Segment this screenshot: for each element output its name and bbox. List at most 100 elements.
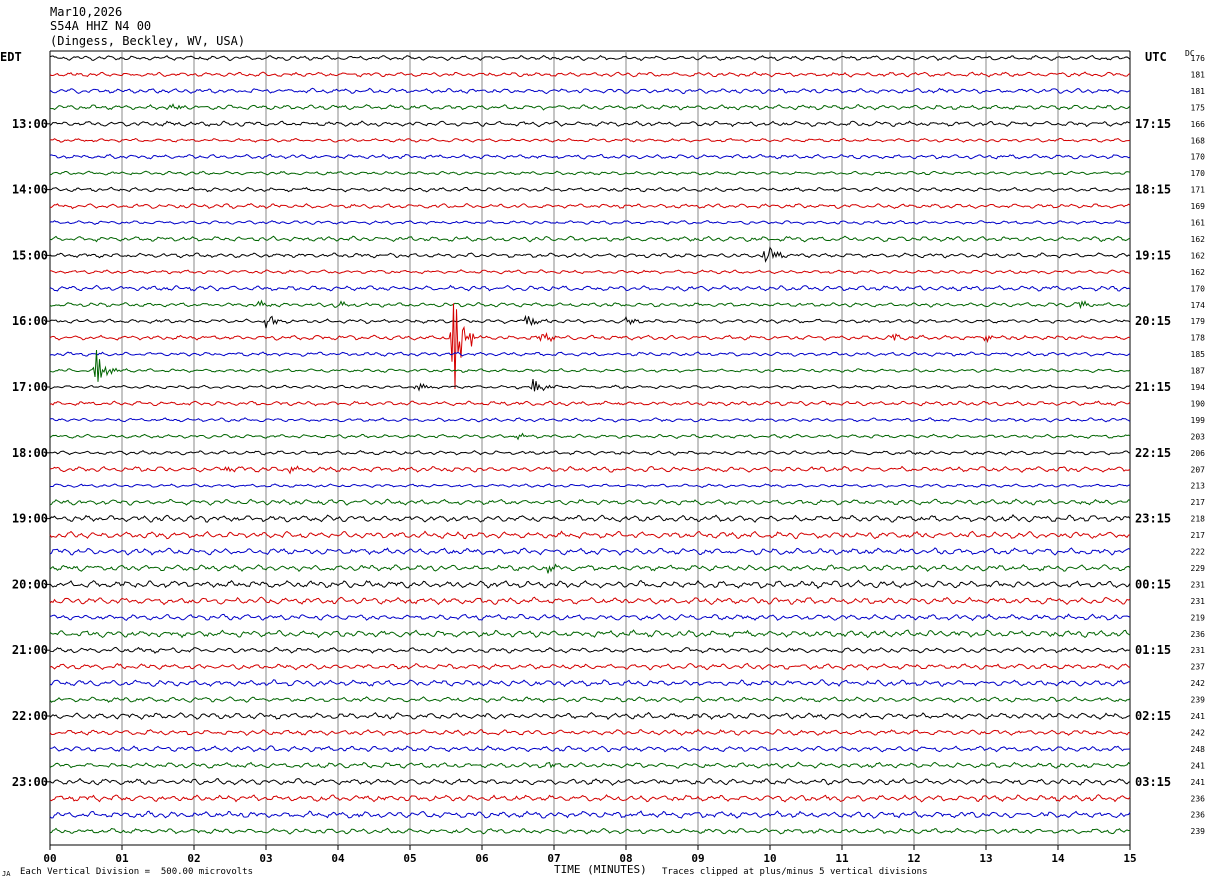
x-tick-label: 11 — [835, 852, 849, 865]
dc-offset-label: 218 — [1191, 515, 1206, 524]
trace-row-13 — [49, 269, 1131, 275]
trace-row-21 — [49, 400, 1131, 407]
utc-hour-label: 19:15 — [1135, 248, 1171, 262]
x-tick-label: 09 — [691, 852, 704, 865]
utc-hour-label: 02:15 — [1135, 709, 1171, 723]
trace-row-26 — [49, 483, 1131, 489]
trace-row-0 — [49, 54, 1131, 62]
dc-offset-label: 242 — [1191, 679, 1206, 688]
edt-hour-label: 13:00 — [12, 117, 48, 131]
utc-hour-label: 22:15 — [1135, 446, 1171, 460]
dc-offset-label: 231 — [1191, 646, 1206, 655]
dc-offset-label: 190 — [1191, 399, 1206, 408]
dc-offset-label: 236 — [1191, 630, 1206, 639]
dc-offset-label: 171 — [1191, 186, 1206, 195]
dc-offset-label: 175 — [1191, 103, 1206, 112]
dc-offset-label: 181 — [1191, 87, 1206, 96]
dc-offset-label: 213 — [1191, 482, 1206, 491]
trace-row-20 — [49, 378, 1131, 392]
x-tick-label: 04 — [331, 852, 345, 865]
dc-offset-label: 162 — [1191, 268, 1206, 277]
trace-row-43 — [49, 761, 1131, 769]
dc-offset-label: 161 — [1191, 219, 1206, 228]
trace-row-24 — [49, 449, 1131, 456]
clip-note: Traces clipped at plus/minus 5 vertical … — [662, 867, 928, 877]
edt-hour-label: 22:00 — [12, 709, 48, 723]
x-tick-label: 02 — [187, 852, 200, 865]
trace-row-25 — [49, 465, 1131, 475]
trace-row-3 — [49, 103, 1131, 111]
right-timezone-label: UTC — [1145, 50, 1167, 64]
dc-offset-label: 207 — [1191, 465, 1206, 474]
trace-row-38 — [49, 679, 1131, 688]
dc-offset-label: 176 — [1191, 54, 1206, 63]
dc-offset-label: 179 — [1191, 317, 1206, 326]
trace-row-42 — [49, 745, 1131, 753]
utc-hour-label: 21:15 — [1135, 380, 1171, 394]
dc-offset-label: 170 — [1191, 169, 1206, 178]
trace-row-33 — [49, 596, 1131, 606]
edt-hour-label: 23:00 — [12, 775, 48, 789]
trace-row-11 — [49, 235, 1131, 243]
dc-offset-label: 239 — [1191, 696, 1206, 705]
header-station: S54A HHZ N4 00 — [50, 19, 152, 33]
trace-row-8 — [49, 186, 1131, 193]
x-tick-label: 14 — [1051, 852, 1065, 865]
dc-offset-label: 203 — [1191, 432, 1206, 441]
trace-row-2 — [49, 87, 1131, 95]
dc-offset-label: 217 — [1191, 531, 1206, 540]
trace-row-37 — [49, 662, 1131, 671]
x-tick-label: 01 — [115, 852, 129, 865]
x-tick-label: 03 — [259, 852, 272, 865]
edt-hour-label: 20:00 — [12, 577, 48, 591]
dc-offset-label: 170 — [1191, 284, 1206, 293]
dc-offset-label: 248 — [1191, 745, 1206, 754]
scale-note: Each Vertical Division = 500.00 microvol… — [20, 867, 253, 877]
edt-hour-label: 14:00 — [12, 183, 48, 197]
x-tick-label: 15 — [1123, 852, 1136, 865]
header-location: (Dingess, Beckley, WV, USA) — [50, 34, 246, 48]
edt-hour-label: 19:00 — [12, 512, 48, 526]
trace-row-35 — [49, 629, 1131, 639]
trace-row-32 — [49, 579, 1131, 590]
trace-row-15 — [49, 299, 1131, 310]
x-tick-label: 07 — [547, 852, 560, 865]
dc-offset-label: 231 — [1191, 597, 1206, 606]
corner-mark: JA — [2, 870, 11, 878]
trace-row-7 — [49, 170, 1131, 176]
trace-row-29 — [49, 530, 1131, 540]
trace-row-14 — [49, 284, 1131, 292]
header-date: Mar10,2026 — [50, 5, 123, 19]
trace-row-45 — [49, 794, 1131, 803]
trace-row-27 — [49, 498, 1131, 506]
trace-row-19 — [49, 350, 1131, 382]
dc-offset-label: 237 — [1191, 663, 1206, 672]
trace-row-9 — [49, 202, 1131, 210]
trace-row-34 — [49, 613, 1131, 622]
trace-row-17 — [49, 303, 1131, 389]
dc-offset-label: 169 — [1191, 202, 1206, 211]
x-axis-title: TIME (MINUTES) — [554, 863, 647, 876]
dc-offset-label: 168 — [1191, 136, 1206, 145]
dc-offset-label: 231 — [1191, 580, 1206, 589]
dc-offset-label: 170 — [1191, 153, 1206, 162]
trace-row-22 — [49, 417, 1131, 423]
trace-row-46 — [49, 810, 1131, 819]
dc-label: DC — [1185, 49, 1195, 58]
dc-offset-label: 242 — [1191, 728, 1206, 737]
dc-offset-label: 219 — [1191, 613, 1206, 622]
trace-row-40 — [49, 711, 1131, 721]
dc-offset-label: 162 — [1191, 251, 1206, 260]
dc-offset-label: 194 — [1191, 383, 1206, 392]
trace-row-12 — [49, 246, 1131, 263]
dc-offset-label: 199 — [1191, 416, 1206, 425]
dc-offset-label: 241 — [1191, 761, 1206, 770]
trace-row-39 — [49, 696, 1131, 703]
dc-offset-label: 162 — [1191, 235, 1206, 244]
dc-offset-label: 206 — [1191, 449, 1206, 458]
trace-row-1 — [49, 71, 1131, 78]
dc-offset-label: 236 — [1191, 811, 1206, 820]
x-tick-label: 12 — [907, 852, 920, 865]
dc-offset-label: 166 — [1191, 120, 1206, 129]
